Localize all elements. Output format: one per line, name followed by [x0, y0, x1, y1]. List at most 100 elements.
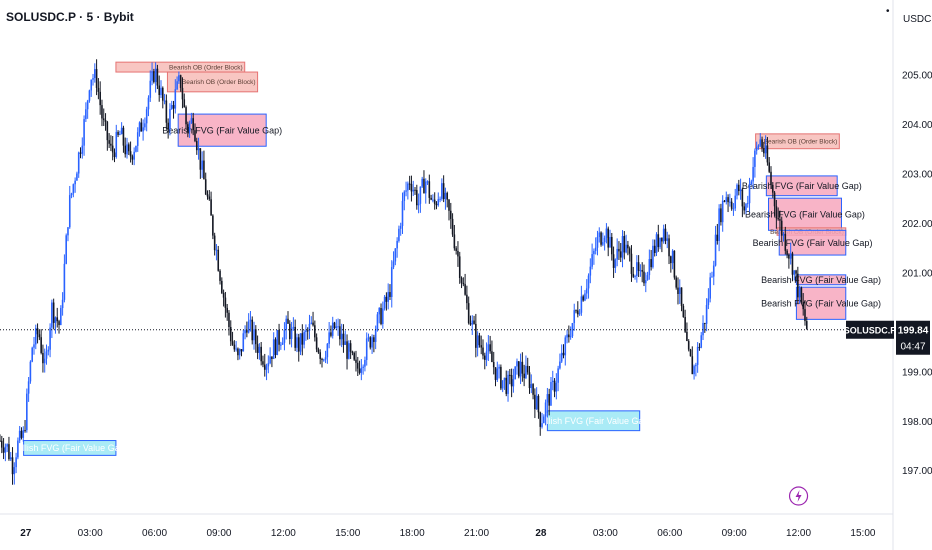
candle-body — [104, 120, 107, 122]
candle-body — [204, 179, 207, 195]
candle-body — [771, 184, 774, 193]
candle-body — [43, 358, 46, 364]
currency-label[interactable]: USDC — [903, 14, 932, 25]
candle-body — [47, 349, 50, 352]
candle-body — [349, 343, 352, 352]
candle-body — [551, 380, 554, 383]
candle-body — [764, 145, 767, 154]
candle-body — [20, 430, 23, 438]
candle-body — [526, 365, 529, 373]
candle-body — [541, 423, 543, 427]
candle-body — [288, 323, 291, 339]
candle-body — [473, 320, 475, 324]
candle-body — [129, 151, 132, 157]
x-tick-label: 06:00 — [142, 528, 167, 539]
candle-body — [498, 366, 500, 369]
candle-body — [543, 416, 545, 424]
candle-body — [621, 236, 624, 258]
candle-body — [97, 87, 100, 92]
candle-body — [161, 87, 164, 101]
candle-body — [705, 305, 708, 324]
candle-body — [795, 270, 797, 274]
candle-body — [729, 201, 731, 203]
candle-body — [15, 457, 17, 468]
candle-body — [573, 310, 576, 324]
candle-body — [110, 143, 112, 146]
candle-body — [591, 254, 593, 267]
candle-body — [648, 259, 651, 276]
candle-body — [92, 78, 94, 80]
candle-body — [646, 275, 649, 281]
candle-body — [249, 319, 252, 322]
candle-body — [158, 85, 161, 96]
candle-body — [466, 294, 468, 304]
candle-body — [387, 292, 389, 302]
y-tick-label: 203.00 — [902, 169, 932, 180]
candle-body — [483, 355, 486, 360]
candle-body — [797, 273, 799, 298]
y-tick-label: 198.00 — [902, 417, 932, 428]
candle-body — [555, 382, 558, 392]
candle-body — [564, 337, 567, 356]
candle-body — [510, 375, 513, 387]
candle-body — [492, 362, 495, 368]
candle-body — [299, 333, 302, 352]
candle-body — [652, 245, 654, 268]
candle-body — [627, 244, 629, 249]
candle-body — [637, 262, 640, 271]
candle-body — [396, 240, 398, 249]
candle-body — [662, 228, 665, 242]
candle-body — [229, 327, 232, 342]
zone-label: Bearish FVG (Fair Value Gap) — [742, 181, 862, 191]
candle-body — [802, 302, 804, 310]
candle-body — [455, 248, 457, 251]
candle-body — [74, 180, 76, 185]
candle-body — [154, 68, 157, 83]
candle-body — [773, 192, 776, 207]
candle-body — [405, 190, 407, 192]
candle-body — [278, 330, 280, 345]
candle-body — [113, 152, 116, 158]
candle-body — [65, 235, 67, 264]
candle-body — [537, 395, 540, 413]
candle-body — [521, 361, 524, 374]
candle-body — [194, 130, 196, 142]
y-tick-label: 205.00 — [902, 71, 932, 82]
candle-body — [76, 173, 78, 181]
candle-body — [56, 317, 59, 322]
candle-body — [192, 118, 194, 131]
candle-body — [423, 178, 425, 194]
candle-body — [451, 218, 454, 235]
candle-body — [467, 303, 470, 324]
x-tick-label: 09:00 — [206, 528, 231, 539]
candle-body — [195, 141, 198, 151]
candle-body — [142, 127, 144, 132]
candle-body — [494, 367, 497, 380]
candle-body — [312, 322, 314, 326]
candle-body — [779, 219, 781, 221]
candle-body — [172, 105, 175, 109]
candle-body — [598, 232, 601, 237]
candle-body — [203, 160, 205, 180]
candle-body — [584, 293, 586, 301]
candle-body — [156, 68, 159, 86]
candle-body — [525, 365, 527, 379]
candle-body — [407, 183, 409, 191]
candle-body — [144, 123, 146, 128]
candle-body — [534, 394, 536, 410]
candle-body — [460, 277, 463, 283]
candle-body — [593, 250, 595, 255]
candle-body — [45, 351, 48, 359]
candle-body — [619, 251, 622, 258]
candle-body — [605, 228, 608, 238]
menu-dot-icon[interactable]: • — [886, 6, 890, 17]
candle-body — [348, 343, 350, 359]
candle-body — [376, 314, 379, 330]
candle-body — [269, 356, 271, 364]
candle-body — [256, 344, 259, 353]
candle-body — [458, 256, 461, 278]
candle-body — [721, 200, 724, 223]
candle-body — [745, 203, 747, 211]
candle-body — [392, 261, 395, 268]
